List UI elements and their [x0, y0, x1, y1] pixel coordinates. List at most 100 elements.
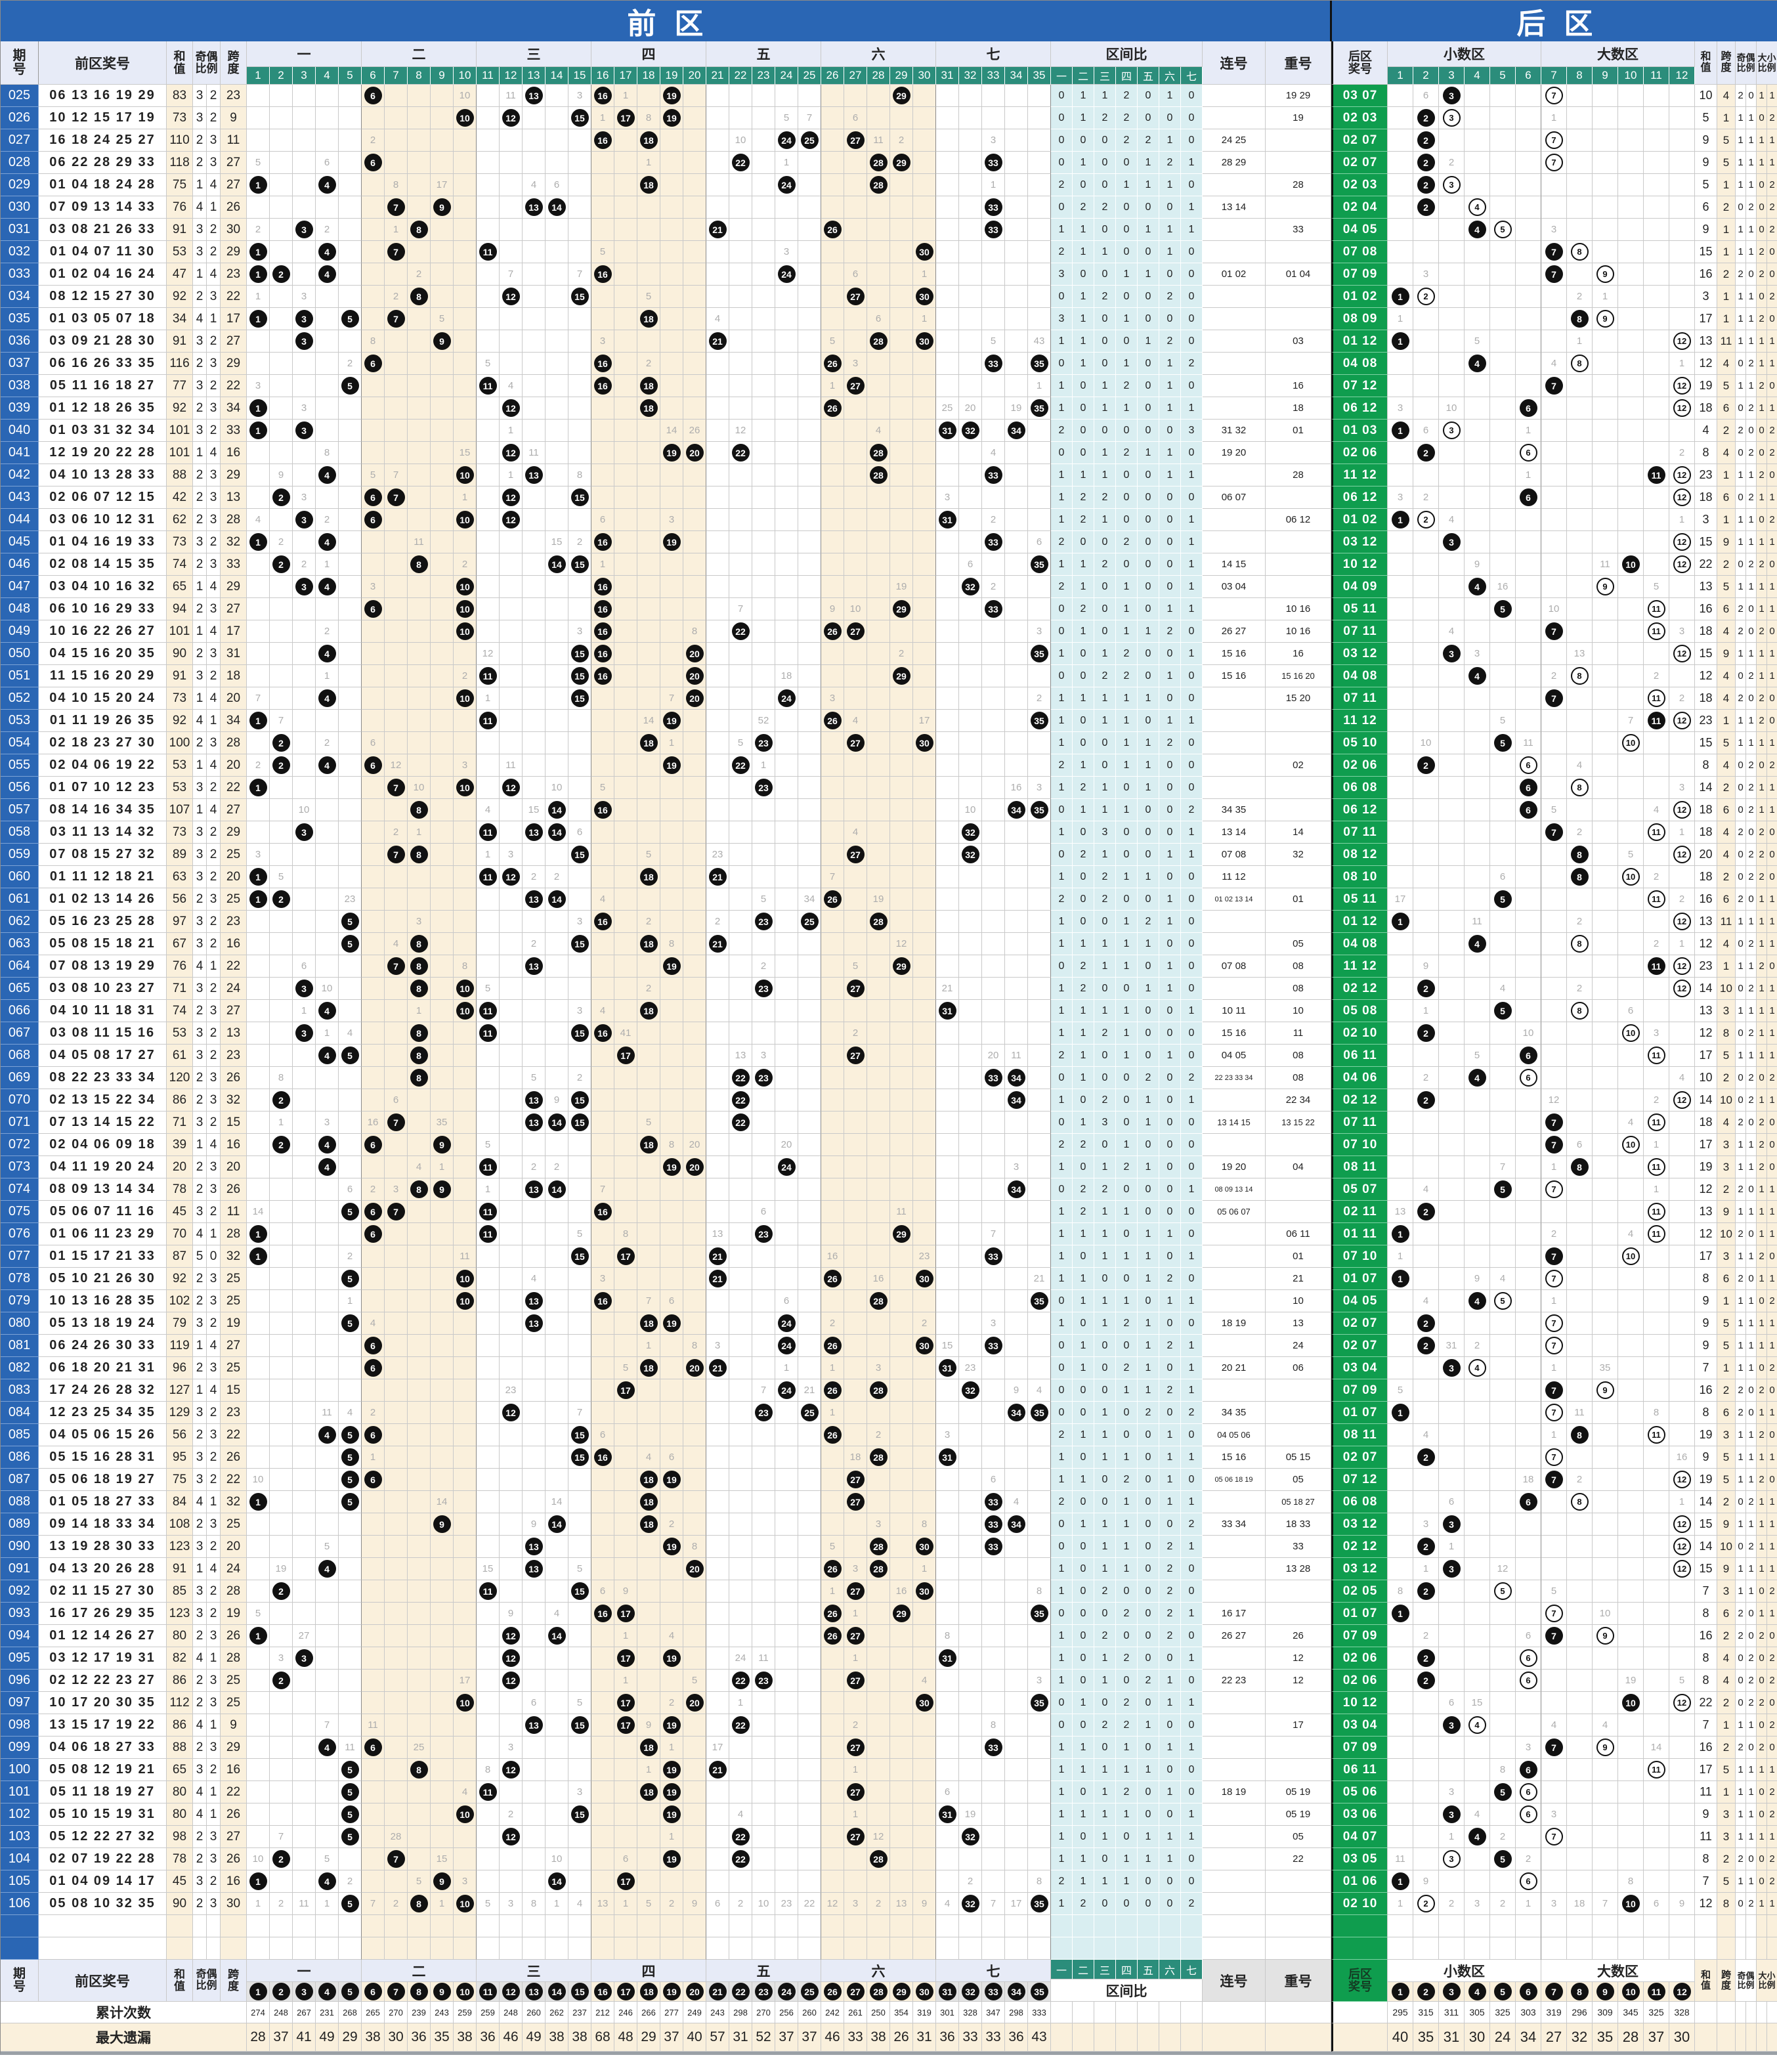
front-grid-cell	[798, 375, 821, 397]
front-grid-cell	[913, 799, 936, 821]
front-grid-cell: 15	[568, 687, 591, 710]
front-grid-cell: 32	[959, 844, 982, 866]
chart-row-066: 066 04 10 11 18 31 74 2 3 27 1 4 1 10 11 3 4 18 31 1 1 1 1…	[1, 1000, 1777, 1022]
front-grid-cell	[385, 1045, 408, 1067]
front-grid-cell	[500, 330, 523, 353]
sum-cell: 45	[167, 1201, 193, 1223]
front-ball: 33	[984, 1337, 1002, 1354]
omission-value: 1	[921, 313, 928, 324]
back-sum-cell: 8	[1695, 754, 1717, 777]
zone-count-cell: 0	[1138, 1201, 1159, 1223]
front-grid-cell	[546, 420, 568, 442]
back-grid-cell	[1669, 1022, 1695, 1045]
front-grid-cell	[959, 219, 982, 241]
back-grid-cell: 2	[1413, 1089, 1439, 1112]
front-grid-cell	[637, 643, 660, 665]
zone-count-cell: 1	[1159, 911, 1181, 933]
consecutive-cell	[1203, 464, 1266, 486]
back-span-cell: 4	[1717, 665, 1736, 687]
front-grid-cell	[477, 397, 500, 420]
front-grid-cell: 5	[339, 1312, 362, 1335]
front-grid-cell	[454, 1156, 477, 1178]
back-grid-cell	[1465, 710, 1490, 732]
front-grid-cell	[752, 509, 775, 531]
front-grid-cell	[729, 1290, 752, 1312]
front-grid-cell	[500, 643, 523, 665]
span-cell: 13	[221, 1022, 247, 1045]
front-grid-cell: 8	[270, 1067, 293, 1089]
back-grid-cell	[1490, 1045, 1516, 1067]
front-grid-cell: 3	[867, 1357, 890, 1379]
front-grid-cell	[385, 509, 408, 531]
front-grid-cell: 29	[890, 152, 913, 174]
back-sum-cell: 4	[1695, 420, 1717, 442]
front-grid-cell	[1005, 196, 1028, 219]
front-grid-cell	[660, 1245, 683, 1268]
front-grid-cell	[798, 1134, 821, 1156]
back-grid-cell	[1567, 464, 1593, 486]
front-ball: 18	[639, 399, 658, 417]
back-grid-cell: 11	[1644, 888, 1669, 911]
zone-count-cell: 1	[1073, 241, 1094, 263]
front-grid-cell: 11	[477, 241, 500, 263]
zone-count-cell: 0	[1051, 353, 1073, 375]
front-grid-cell	[798, 866, 821, 888]
back-grid-cell	[1593, 442, 1618, 464]
consecutive-cell: 10 11	[1203, 1000, 1266, 1022]
sum-cell: 96	[167, 1357, 193, 1379]
odd-count-cell: 4	[193, 308, 207, 330]
front-grid-cell: 15	[454, 442, 477, 464]
front-grid-cell	[523, 1000, 546, 1022]
back-ball-primary: 2	[1417, 444, 1435, 462]
front-ball: 15	[570, 1024, 589, 1042]
even-count-cell: 3	[207, 598, 221, 620]
back-small-cell: 1	[1767, 799, 1777, 821]
back-numbers-cell: 02 12	[1331, 1089, 1388, 1112]
repeat-cell: 05	[1266, 933, 1331, 955]
front-grid-cell	[1028, 665, 1051, 687]
front-grid-cell: 10	[454, 509, 477, 531]
front-ball: 2	[272, 488, 290, 506]
front-grid-cell	[270, 330, 293, 353]
front-grid-cell	[614, 911, 637, 933]
back-sum-cell: 12	[1695, 353, 1717, 375]
omission-value: 4	[599, 894, 606, 905]
back-grid-cell	[1388, 1112, 1413, 1134]
repeat-cell: 33	[1266, 219, 1331, 241]
front-grid-cell	[614, 152, 637, 174]
omission-value: 1	[1525, 425, 1531, 436]
back-grid-cell	[1516, 353, 1541, 375]
front-grid-cell	[1028, 486, 1051, 509]
omission-value: 3	[783, 246, 790, 257]
back-grid-cell	[1669, 1134, 1695, 1156]
front-grid-cell	[913, 687, 936, 710]
back-grid-cell	[1388, 196, 1413, 219]
back-grid-cell	[1465, 598, 1490, 620]
zone-count-cell: 1	[1073, 152, 1094, 174]
front-grid-cell	[982, 1379, 1005, 1402]
omission-value: 2	[324, 514, 330, 525]
back-grid-cell: 6	[1567, 1134, 1593, 1156]
omission-value: 6	[1423, 90, 1429, 101]
back-ball-primary: 2	[1417, 1337, 1435, 1354]
omission-value: 4	[530, 179, 537, 190]
front-grid-cell	[316, 844, 339, 866]
back-grid-cell	[1593, 353, 1618, 375]
front-grid-cell	[454, 330, 477, 353]
omission-value: 9	[1423, 960, 1429, 972]
chart-row-082: 082 06 18 20 21 31 96 2 3 25 6 5 18 20 21 1 1 3 31 23 0 1…	[1, 1357, 1777, 1379]
front-grid-cell	[546, 978, 568, 1000]
front-grid-cell	[431, 353, 454, 375]
back-grid-cell	[1618, 397, 1644, 420]
front-grid-cell	[431, 464, 454, 486]
front-grid-cell	[683, 196, 706, 219]
odd-count-cell: 3	[193, 777, 207, 799]
back-grid-cell: 2	[1413, 1201, 1439, 1223]
front-ball: 15	[570, 1113, 589, 1131]
back-ball-secondary: 10	[1621, 1024, 1640, 1042]
front-ball: 10	[456, 1292, 474, 1310]
chart-row-040: 040 01 03 31 32 34 101 3 2 33 1 3 1 14 26 12 4 31 32 34…	[1, 420, 1777, 442]
front-grid-cell	[982, 799, 1005, 821]
back-sum-cell: 15	[1695, 531, 1717, 553]
front-grid-cell	[614, 821, 637, 844]
